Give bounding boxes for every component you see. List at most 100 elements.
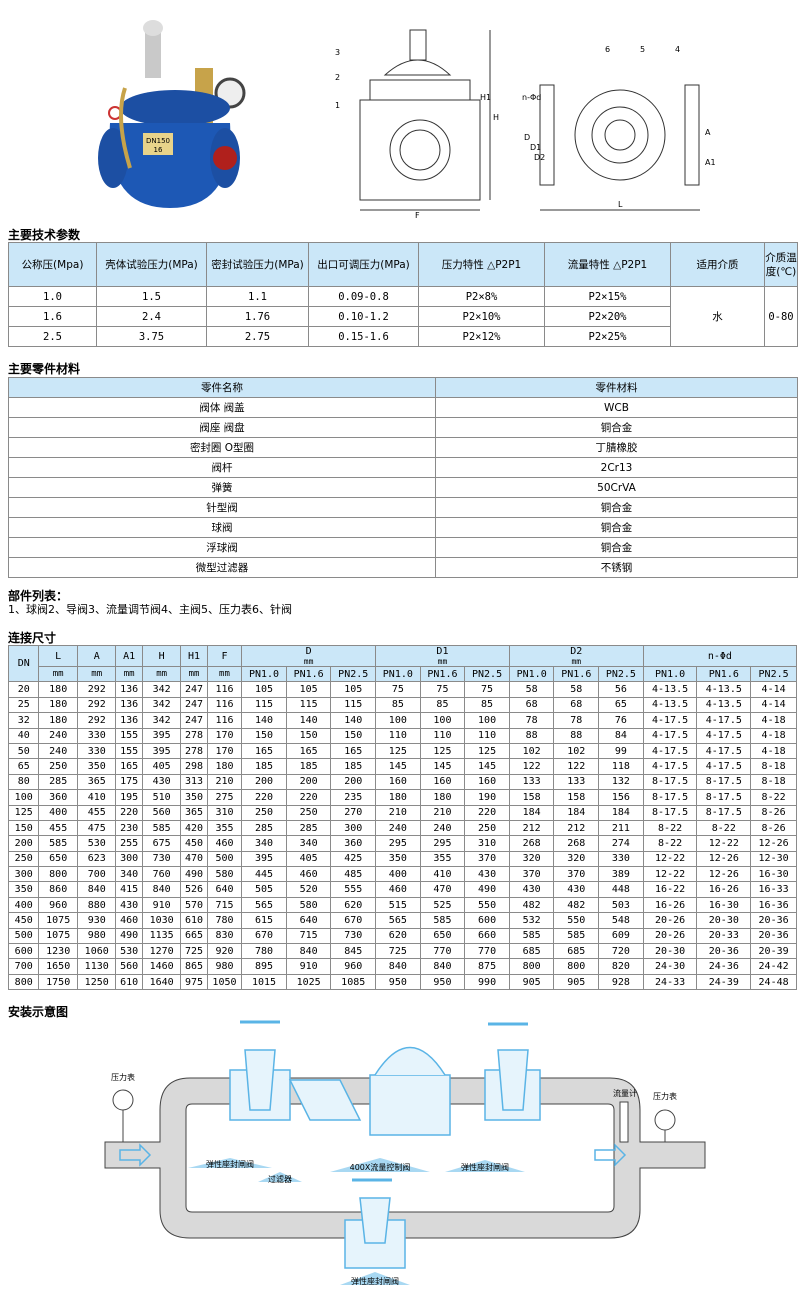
table-cell: 482 xyxy=(553,896,600,914)
table-cell: 8-17.5 xyxy=(642,773,698,791)
table-cell: 1015 xyxy=(241,973,287,991)
table-cell: 350 xyxy=(180,789,208,806)
table-cell: 160 xyxy=(375,773,421,791)
table-cell: 210 xyxy=(206,773,243,791)
table-cell: 410 xyxy=(419,866,466,883)
column-header: H1 xyxy=(180,645,208,667)
table-cell: 830 xyxy=(206,927,243,945)
table-cell: 840 xyxy=(285,943,332,960)
table-cell: 125 xyxy=(7,804,40,821)
table-row: 20 180 292 136 342 247 116 105 105 105 75 75 75 58 58 5… xyxy=(7,681,797,698)
table-cell: 105 xyxy=(285,681,332,698)
table-cell: 490 xyxy=(464,881,510,898)
table-cell: 212 xyxy=(553,819,600,837)
table-cell: 350 xyxy=(7,881,40,898)
table-cell: 165 xyxy=(241,742,287,760)
table-cell: 20-36 xyxy=(750,927,797,945)
table-cell: 8-17.5 xyxy=(642,789,698,806)
table-cell: 阀体 阀盖 xyxy=(8,397,436,418)
table-cell: 240 xyxy=(38,727,78,744)
table-cell: 240 xyxy=(38,742,78,760)
table-cell: 1075 xyxy=(38,912,78,929)
table-cell: 905 xyxy=(553,973,600,991)
table-cell: 350 xyxy=(76,758,117,775)
table-cell: 860 xyxy=(38,881,78,898)
table-cell: 875 xyxy=(464,958,510,975)
table-cell: 610 xyxy=(180,912,208,929)
table-cell: P2×12% xyxy=(418,326,545,347)
front-view-drawing: 6 5 4 n-Φd D D1 D2 A A1 L xyxy=(522,45,716,211)
table-cell: 16-36 xyxy=(750,896,797,914)
table-cell: 84 xyxy=(598,727,644,744)
table-cell: 975 xyxy=(180,973,208,991)
column-header: 出口可调压力(MPa) xyxy=(308,242,419,287)
table-cell: 4-18 xyxy=(750,727,797,744)
table-cell: 950 xyxy=(419,973,466,991)
table-cell: 1050 xyxy=(206,973,243,991)
table-cell: 165 xyxy=(285,742,332,760)
table-cell: 526 xyxy=(180,881,208,898)
table-cell: 140 xyxy=(241,712,287,729)
table-cell: 125 xyxy=(419,742,466,760)
table-row: 500 1075 980 490 1135 665 830 670 715 730 620 650 66… xyxy=(7,927,797,945)
table-cell: 365 xyxy=(180,804,208,821)
table-cell: 185 xyxy=(330,758,377,775)
table-cell: 1030 xyxy=(141,912,182,929)
table-cell: 115 xyxy=(285,696,332,714)
table-cell: 340 xyxy=(241,835,287,852)
table-cell: 640 xyxy=(206,881,243,898)
table-cell: 285 xyxy=(285,819,332,837)
table-cell: 116 xyxy=(206,696,243,714)
table-cell: 292 xyxy=(76,681,117,698)
table-cell: 8-18 xyxy=(750,758,797,775)
dim-d: D xyxy=(524,133,530,142)
table-cell: 490 xyxy=(180,866,208,883)
table-cell: 1135 xyxy=(141,927,182,945)
table-row: 40 240 330 155 395 278 170 150 150 150 110 110 110 88… xyxy=(7,727,797,744)
table-cell: 56 xyxy=(598,681,644,698)
table-cell: 725 xyxy=(180,943,208,960)
table-row: 密封圈 O型圈 丁腈橡胶 xyxy=(8,437,798,458)
column-header: 零件材料 xyxy=(435,377,798,398)
unit-cell: mm xyxy=(115,665,143,683)
table-cell: 320 xyxy=(508,850,555,868)
table-cell: 715 xyxy=(285,927,332,945)
table-cell: 铜合金 xyxy=(435,537,798,558)
table-cell: 430 xyxy=(141,773,182,791)
column-header: DN xyxy=(7,644,40,683)
table-cell: 8-22 xyxy=(750,789,797,806)
table-cell: 675 xyxy=(141,835,182,852)
label-gate-valve-inlet: 弹性座封闸阀 xyxy=(206,1159,254,1169)
table-cell: 320 xyxy=(553,850,600,868)
table-cell: 20-33 xyxy=(696,927,752,945)
table-cell: 180 xyxy=(38,712,78,729)
column-header: 密封试验压力(MPa) xyxy=(206,242,309,287)
pn-header: PN1.0 xyxy=(508,665,555,683)
table-cell: 185 xyxy=(285,758,332,775)
column-header: F xyxy=(206,645,243,667)
table-cell: 212 xyxy=(508,819,555,837)
table-cell: 184 xyxy=(553,804,600,821)
table-cell: 4-17.5 xyxy=(642,712,698,729)
table-cell: 840 xyxy=(76,881,117,898)
table-cell: 274 xyxy=(598,835,644,852)
table-cell: 585 xyxy=(141,819,182,837)
table-cell: 395 xyxy=(241,850,287,868)
table-cell: 110 xyxy=(464,727,510,744)
column-header: 公称压(Mpa) xyxy=(8,242,97,287)
pn-header: PN2.5 xyxy=(464,665,510,683)
table-cell: 8-22 xyxy=(642,835,698,852)
table-cell: 4-18 xyxy=(750,742,797,760)
group-header: D2 mm xyxy=(508,645,644,667)
table-cell: 16-26 xyxy=(642,896,698,914)
table-cell: 110 xyxy=(375,727,421,744)
table-cell: 340 xyxy=(285,835,332,852)
table-cell: 220 xyxy=(115,804,143,821)
table-cell: 1.0 xyxy=(8,286,97,307)
column-header: 压力特性 △P2P1 xyxy=(418,242,545,287)
table-cell: 780 xyxy=(241,943,287,960)
table-cell: 185 xyxy=(241,758,287,775)
table-cell: 960 xyxy=(330,958,377,975)
table-cell: 580 xyxy=(206,866,243,883)
